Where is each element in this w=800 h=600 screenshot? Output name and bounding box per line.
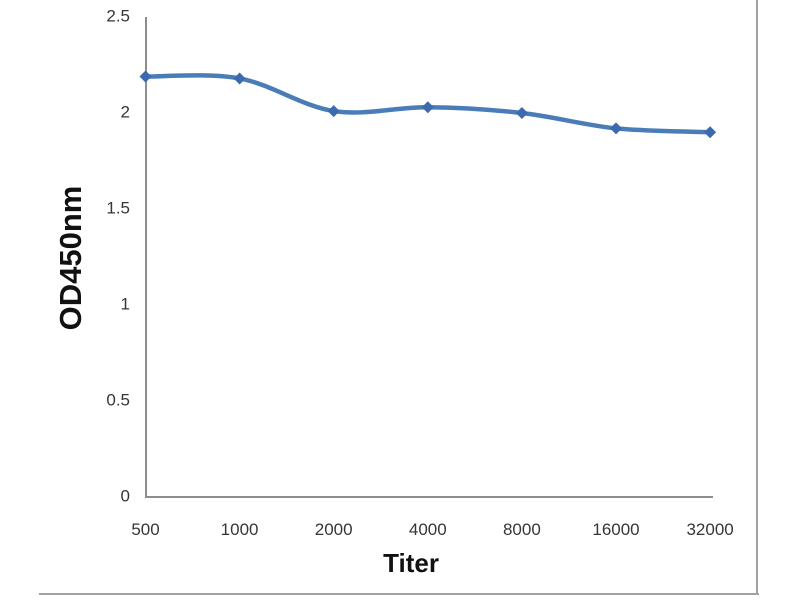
y-tick-label: 2.5 — [106, 6, 130, 26]
y-tick-label: 2 — [120, 102, 130, 122]
y-tick-label: 0.5 — [106, 390, 130, 410]
y-tick-label: 1 — [120, 294, 130, 314]
x-tick-label: 8000 — [502, 520, 541, 539]
x-tick-label: 32000 — [686, 520, 734, 539]
x-tick-label: 4000 — [408, 520, 447, 539]
y-axis-title: OD450nm — [53, 185, 88, 331]
x-tick-label: 16000 — [592, 520, 640, 539]
data-point-marker — [515, 107, 528, 119]
data-point-marker — [139, 70, 152, 83]
y-tick-label: 1.5 — [106, 198, 130, 218]
y-tick-label: 0 — [120, 486, 130, 506]
data-point-marker — [233, 72, 246, 85]
x-axis-title: Titer — [383, 548, 439, 578]
x-tick-label: 500 — [131, 520, 160, 539]
data-point-marker — [610, 122, 622, 135]
series-markers — [139, 70, 717, 139]
x-tick-label: 2000 — [314, 520, 353, 539]
data-point-marker — [421, 101, 434, 114]
data-point-marker — [704, 126, 717, 139]
x-tick-label: 1000 — [220, 520, 259, 539]
data-point-marker — [327, 105, 340, 118]
